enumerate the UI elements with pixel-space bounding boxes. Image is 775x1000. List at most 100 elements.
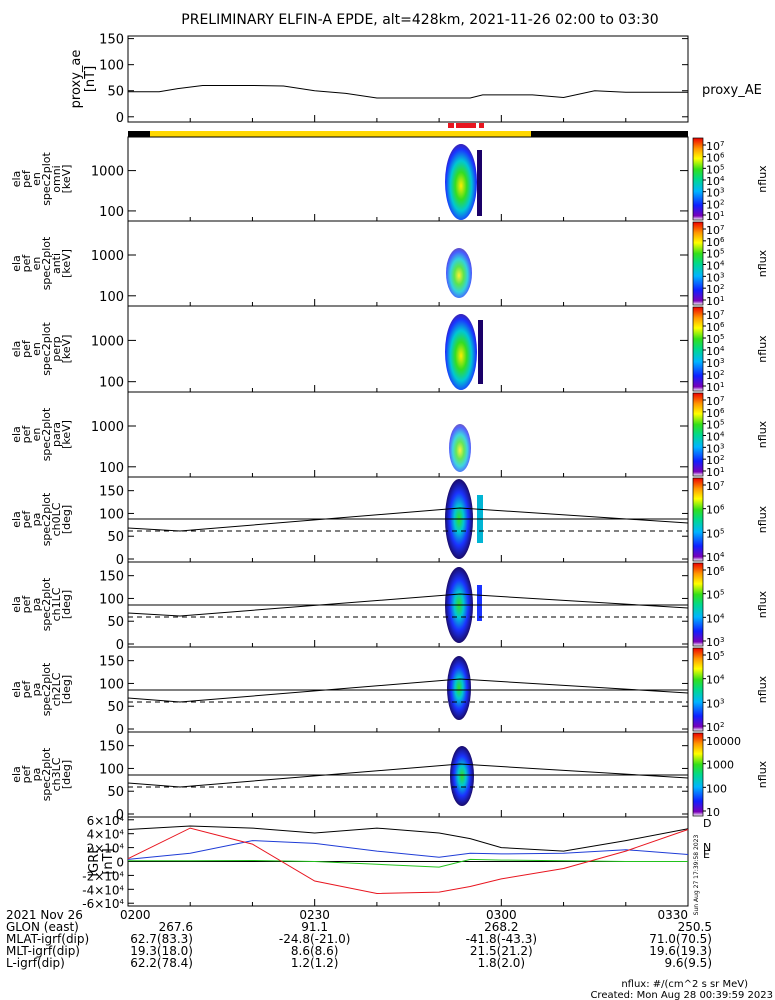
pa-ytick-label: 0	[116, 723, 124, 738]
colorbar	[692, 562, 704, 647]
colorbar-tick-label: 105	[706, 248, 724, 261]
spec-omni-edge	[477, 150, 482, 216]
pa-ytick-label: 50	[107, 700, 124, 715]
panel-ylabel-line: pa	[30, 598, 43, 612]
colorbar-tick-label: 105	[706, 419, 724, 432]
pa-ytick-label: 50	[107, 530, 124, 545]
panel-ylabel-line: pef	[20, 254, 33, 273]
panel-ylabel-line: para	[50, 422, 63, 447]
colorbar-label: nflux	[756, 165, 769, 193]
igrf-red-line	[127, 827, 689, 895]
panel-ylabel-line: ela	[10, 766, 23, 783]
panel-ylabel-line: ch1LC	[50, 587, 63, 621]
igrf-ytick-label: 2×104	[87, 842, 125, 856]
colorbar-tick-label: 103	[706, 271, 724, 284]
spec-omni-blob	[445, 144, 477, 220]
panel-ylabel-line: perp	[50, 336, 63, 361]
table-value: 19.3(18.0)	[130, 944, 193, 958]
table-value: 250.5	[678, 920, 712, 934]
igrf-ytick-label: 6×104	[87, 814, 125, 828]
igrf-ylabel-line: [nT]	[101, 848, 116, 874]
igrf-ytick-label: -4×104	[82, 883, 124, 897]
pa-ytick-label: 0	[116, 638, 124, 653]
panel-ylabel-line: pef	[20, 680, 33, 699]
spec-anti-blob	[446, 248, 472, 298]
colorbar	[692, 137, 704, 221]
energy-ytick-label: 100	[99, 205, 124, 220]
panel-ylabel-line: ch3LC	[50, 757, 63, 791]
panel-ylabel-line: spec2plot	[40, 236, 53, 290]
colorbar-tick-label: 101	[706, 381, 724, 394]
colorbar-tick-label: 107	[706, 224, 724, 237]
panel-ylabel-line: en	[30, 172, 43, 186]
pa-ytick-label: 50	[107, 615, 124, 630]
panel-ylabel-line: ela	[10, 255, 23, 272]
pa-reference-lines	[127, 507, 689, 788]
pa-ytick-label: 100	[99, 677, 124, 692]
panel-ylabel-line: anti	[50, 253, 63, 274]
panel-ylabel-line: [deg]	[60, 675, 73, 704]
colorbar-tick-label: 101	[706, 295, 724, 308]
igrf-ytick-label: 4×104	[87, 828, 125, 842]
spec-omni-frame	[127, 136, 689, 222]
igrf-line-layer: DNE	[127, 817, 711, 895]
table-value: 19.6(19.3)	[649, 944, 712, 958]
status-bar-black-left	[128, 131, 150, 137]
status-bar-red-1	[448, 123, 454, 128]
panel-ylabel-line: [deg]	[60, 760, 73, 789]
igrf-d-line	[127, 825, 689, 852]
igrf-legend-label: N	[703, 841, 711, 854]
colorbar	[692, 221, 704, 306]
colorbar-label: nflux	[756, 590, 769, 618]
panel-ylabel-line: [keV]	[60, 335, 73, 364]
orbit-status-bar	[128, 123, 688, 137]
colorbar	[692, 392, 704, 477]
colorbar-label: nflux	[756, 760, 769, 788]
igrf-n-line	[127, 840, 689, 860]
table-value: 21.5(21.2)	[470, 944, 533, 958]
pa-ytick-label: 100	[99, 592, 124, 607]
colorbar-tick-label: 102	[706, 454, 724, 467]
footer-created: Created: Mon Aug 28 00:39:59 2023	[590, 990, 773, 1000]
pa-ytick-label: 150	[99, 655, 124, 670]
panel-ylabel-line: pa	[30, 683, 43, 697]
table-time-label: 0330	[657, 908, 688, 922]
panel-ylabel-line: ela	[10, 426, 23, 443]
table-value: 71.0(70.5)	[649, 932, 712, 946]
panel-ylabel-line: spec2plot	[40, 577, 53, 631]
panel-ylabel-line: [deg]	[60, 505, 73, 534]
pa-ytick-label: 150	[99, 485, 124, 500]
proxy-ae-ylabel: proxy_ae[nT]	[69, 50, 98, 109]
colorbar-tick-label: 107	[706, 309, 724, 322]
panel-ylabel-line: pef	[20, 510, 33, 529]
panel-ylabel-line: ela	[10, 681, 23, 698]
spec-para-frame	[127, 391, 689, 478]
spec-perp-edge	[478, 320, 483, 384]
panel-ylabel-line: ela	[10, 171, 23, 188]
panel-ylabel-line: ela	[10, 511, 23, 528]
colorbar-tick-label: 102	[706, 369, 724, 382]
colorbar-label: nflux	[756, 335, 769, 363]
igrf-legend-label: E	[703, 848, 710, 861]
spec-perp-blob	[445, 314, 477, 390]
colorbar-tick-label: 104	[706, 431, 725, 444]
colorbar-tick-label: 10000	[706, 735, 741, 748]
panel-ylabel-line: en	[30, 342, 43, 356]
table-value: 267.6	[159, 920, 193, 934]
colorbar-tick-label: 104	[706, 175, 725, 188]
colorbar-tick-label: 104	[706, 345, 725, 358]
colorbar-tick-label: 107	[706, 140, 724, 153]
igrf-ylabel-line: IGRF	[87, 846, 102, 876]
status-bar-red-2	[456, 123, 476, 128]
panel-ylabel-line: spec2plot	[40, 152, 53, 206]
pitch-angle-spectrogram-blobs	[445, 479, 483, 806]
colorbar-label: nflux	[756, 249, 769, 277]
spec-perp-frame	[127, 305, 689, 393]
colorbar-tick-label: 105	[706, 589, 724, 602]
energy-ytick-label: 100	[99, 290, 124, 305]
colorbar-tick-label: 102	[706, 721, 724, 734]
colorbar-tick-label: 102	[706, 283, 724, 296]
table-value: 62.7(83.3)	[130, 932, 193, 946]
panel-ylabel-line: [keV]	[60, 165, 73, 194]
